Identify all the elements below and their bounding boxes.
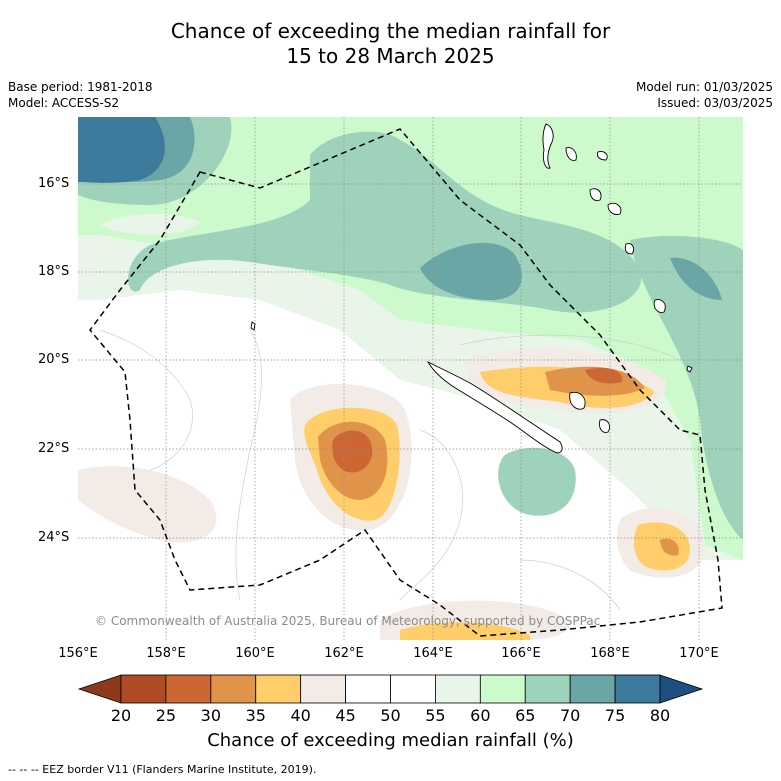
colorbar-swatch (614, 674, 661, 704)
colorbar-extend-high (659, 674, 704, 704)
colorbar-swatch (390, 674, 436, 704)
base-period-label: Base period: 1981-2018 (8, 80, 153, 94)
lon-label-158e: 158°E (146, 646, 186, 661)
lat-label-22s: 22°S (38, 441, 70, 456)
eez-legend: -- -- -- EEZ border V11 (Flanders Marine… (8, 763, 317, 776)
contour-75-80 (78, 117, 165, 183)
model-run-label: Model run: 01/03/2025 (635, 80, 773, 94)
lon-label-170e: 170°E (679, 646, 719, 661)
colorbar-tick-label: 30 (200, 706, 221, 725)
map-title-line1: Chance of exceeding the median rainfall … (170, 19, 611, 43)
vanuatu-north (542, 123, 554, 169)
colorbar-swatch (300, 674, 346, 704)
colorbar-tick-label: 55 (425, 706, 446, 725)
lon-label-168e: 168°E (590, 646, 630, 661)
contour-25-30-west (332, 430, 373, 473)
colorbar-tick-label: 65 (515, 706, 536, 725)
colorbar-swatch (165, 674, 212, 704)
loyalty-islands (569, 391, 586, 410)
colorbar-tick-label: 60 (470, 706, 491, 725)
contour-65-70-south (498, 447, 576, 516)
vanuatu-tanna (624, 243, 635, 255)
lon-label-166e: 166°E (501, 646, 541, 661)
colorbar-swatch (569, 674, 616, 704)
contour-70-75-centre (420, 242, 522, 300)
lat-label-20s: 20°S (38, 352, 70, 367)
lon-label-160e: 160°E (235, 646, 275, 661)
colorbar-swatch (210, 674, 257, 704)
colorbar-swatch (255, 674, 302, 704)
colorbar-tick-label: 45 (335, 706, 356, 725)
meta-right: Model run: 01/03/2025 Issued: 03/03/2025 (636, 79, 773, 111)
colorbar (77, 674, 704, 704)
lon-label-162e: 162°E (324, 646, 364, 661)
contour-layer (78, 117, 743, 640)
colorbar-tick-label: 75 (604, 706, 626, 725)
coastlines (250, 123, 693, 454)
lat-label-16s: 16°S (38, 176, 70, 191)
banks-islands (597, 151, 608, 161)
small-island-2 (686, 365, 693, 373)
contour-25-30-southeast (660, 538, 679, 556)
eez-border (89, 128, 723, 637)
lon-label-156e: 156°E (58, 646, 98, 661)
contour-35-40-south (400, 622, 530, 640)
contour-white-hole (100, 214, 200, 235)
colorbar-extend-low (77, 674, 122, 704)
colorbar-tick-label: 70 (559, 706, 581, 725)
colorbar-tick-label: 40 (290, 706, 311, 725)
copyright-notice: © Commonwealth of Australia 2025, Bureau… (95, 614, 601, 628)
map-title-line2: 15 to 28 March 2025 (286, 44, 495, 68)
contour-70-75-east (670, 257, 722, 300)
vanuatu-efate (607, 202, 622, 215)
contour-lines (99, 329, 681, 611)
lat-label-18s: 18°S (38, 264, 70, 279)
colorbar-title: Chance of exceeding median rainfall (%) (207, 730, 574, 751)
lon-label-164e: 164°E (413, 646, 453, 661)
colorbar-swatch (120, 674, 167, 704)
colorbar-swatch (479, 674, 526, 704)
colorbar-tick-label: 35 (245, 706, 266, 725)
small-island-1 (250, 321, 256, 331)
vanuatu-malakula (589, 188, 602, 201)
colorbar-swatch (524, 674, 571, 704)
colorbar-tick-label: 80 (649, 706, 671, 725)
colorbar-tick-label: 25 (155, 706, 177, 725)
colorbar-swatch (435, 674, 481, 704)
model-label: Model: ACCESS-S2 (8, 96, 120, 110)
colorbar-tick-label: 50 (380, 706, 401, 725)
new-caledonia-island (426, 360, 563, 454)
lifou-island (599, 419, 611, 433)
meta-left: Base period: 1981-2018 Model: ACCESS-S2 (8, 79, 153, 111)
issued-label: Issued: 03/03/2025 (657, 96, 773, 110)
vanuatu-aneityum (653, 299, 666, 313)
colorbar-swatch (345, 674, 391, 704)
vanuatu-espiritu (565, 147, 577, 161)
graticule (78, 117, 743, 640)
colorbar-tick-label: 20 (110, 706, 132, 725)
lat-label-24s: 24°S (38, 530, 70, 545)
contour-25-30-northeast (585, 367, 623, 384)
